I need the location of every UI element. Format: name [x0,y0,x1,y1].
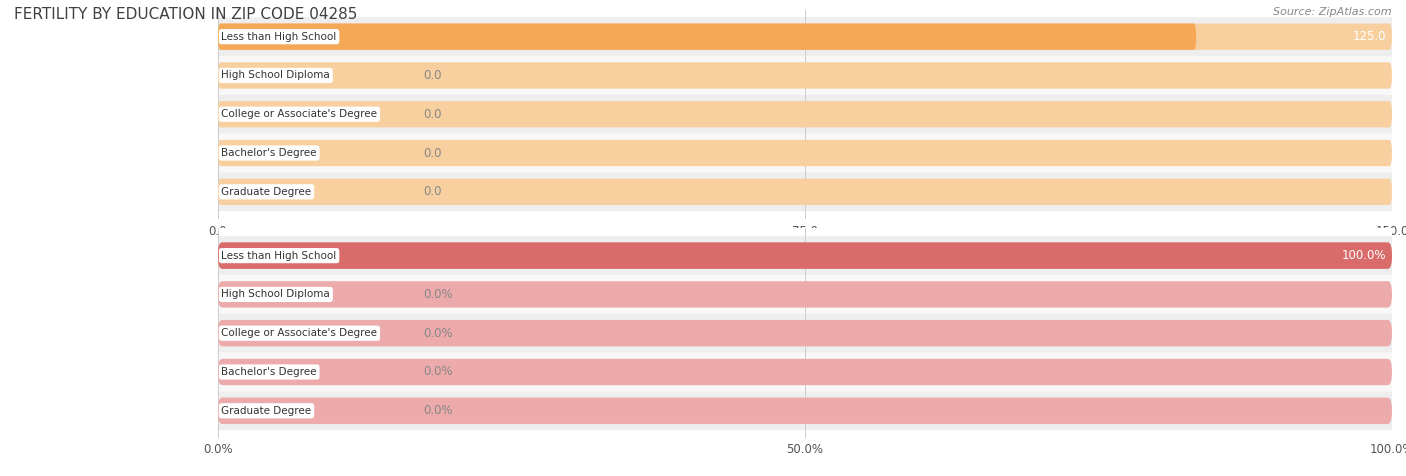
FancyBboxPatch shape [218,359,1392,385]
Text: 0.0: 0.0 [423,185,441,198]
Text: 0.0: 0.0 [423,69,441,82]
Text: College or Associate's Degree: College or Associate's Degree [222,328,377,338]
FancyBboxPatch shape [218,134,1392,172]
Text: Bachelor's Degree: Bachelor's Degree [222,367,316,377]
Text: 0.0%: 0.0% [423,288,453,301]
Text: Source: ZipAtlas.com: Source: ZipAtlas.com [1274,7,1392,17]
Text: Less than High School: Less than High School [222,32,336,42]
FancyBboxPatch shape [218,23,1392,50]
FancyBboxPatch shape [218,320,1392,347]
Text: 0.0%: 0.0% [423,366,453,378]
FancyBboxPatch shape [218,281,1392,307]
Text: 125.0: 125.0 [1353,30,1386,43]
Text: Graduate Degree: Graduate Degree [222,187,312,197]
FancyBboxPatch shape [218,236,1392,275]
Text: High School Diploma: High School Diploma [222,70,330,80]
FancyBboxPatch shape [218,391,1392,430]
FancyBboxPatch shape [218,242,1392,269]
FancyBboxPatch shape [218,242,1392,269]
FancyBboxPatch shape [218,397,1392,424]
Text: FERTILITY BY EDUCATION IN ZIP CODE 04285: FERTILITY BY EDUCATION IN ZIP CODE 04285 [14,7,357,22]
Text: College or Associate's Degree: College or Associate's Degree [222,109,377,119]
Text: High School Diploma: High School Diploma [222,289,330,299]
Text: 0.0: 0.0 [423,108,441,121]
FancyBboxPatch shape [218,95,1392,134]
Text: 0.0%: 0.0% [423,404,453,417]
FancyBboxPatch shape [218,178,1392,205]
FancyBboxPatch shape [218,172,1392,211]
Text: 0.0%: 0.0% [423,327,453,340]
FancyBboxPatch shape [218,314,1392,353]
Text: 0.0: 0.0 [423,147,441,159]
FancyBboxPatch shape [218,17,1392,56]
FancyBboxPatch shape [218,353,1392,391]
FancyBboxPatch shape [218,23,1197,50]
Text: Graduate Degree: Graduate Degree [222,406,312,416]
FancyBboxPatch shape [218,101,1392,128]
Text: Bachelor's Degree: Bachelor's Degree [222,148,316,158]
FancyBboxPatch shape [218,275,1392,314]
FancyBboxPatch shape [218,56,1392,95]
FancyBboxPatch shape [218,62,1392,89]
FancyBboxPatch shape [218,140,1392,166]
Text: Less than High School: Less than High School [222,251,336,261]
Text: 100.0%: 100.0% [1341,249,1386,262]
